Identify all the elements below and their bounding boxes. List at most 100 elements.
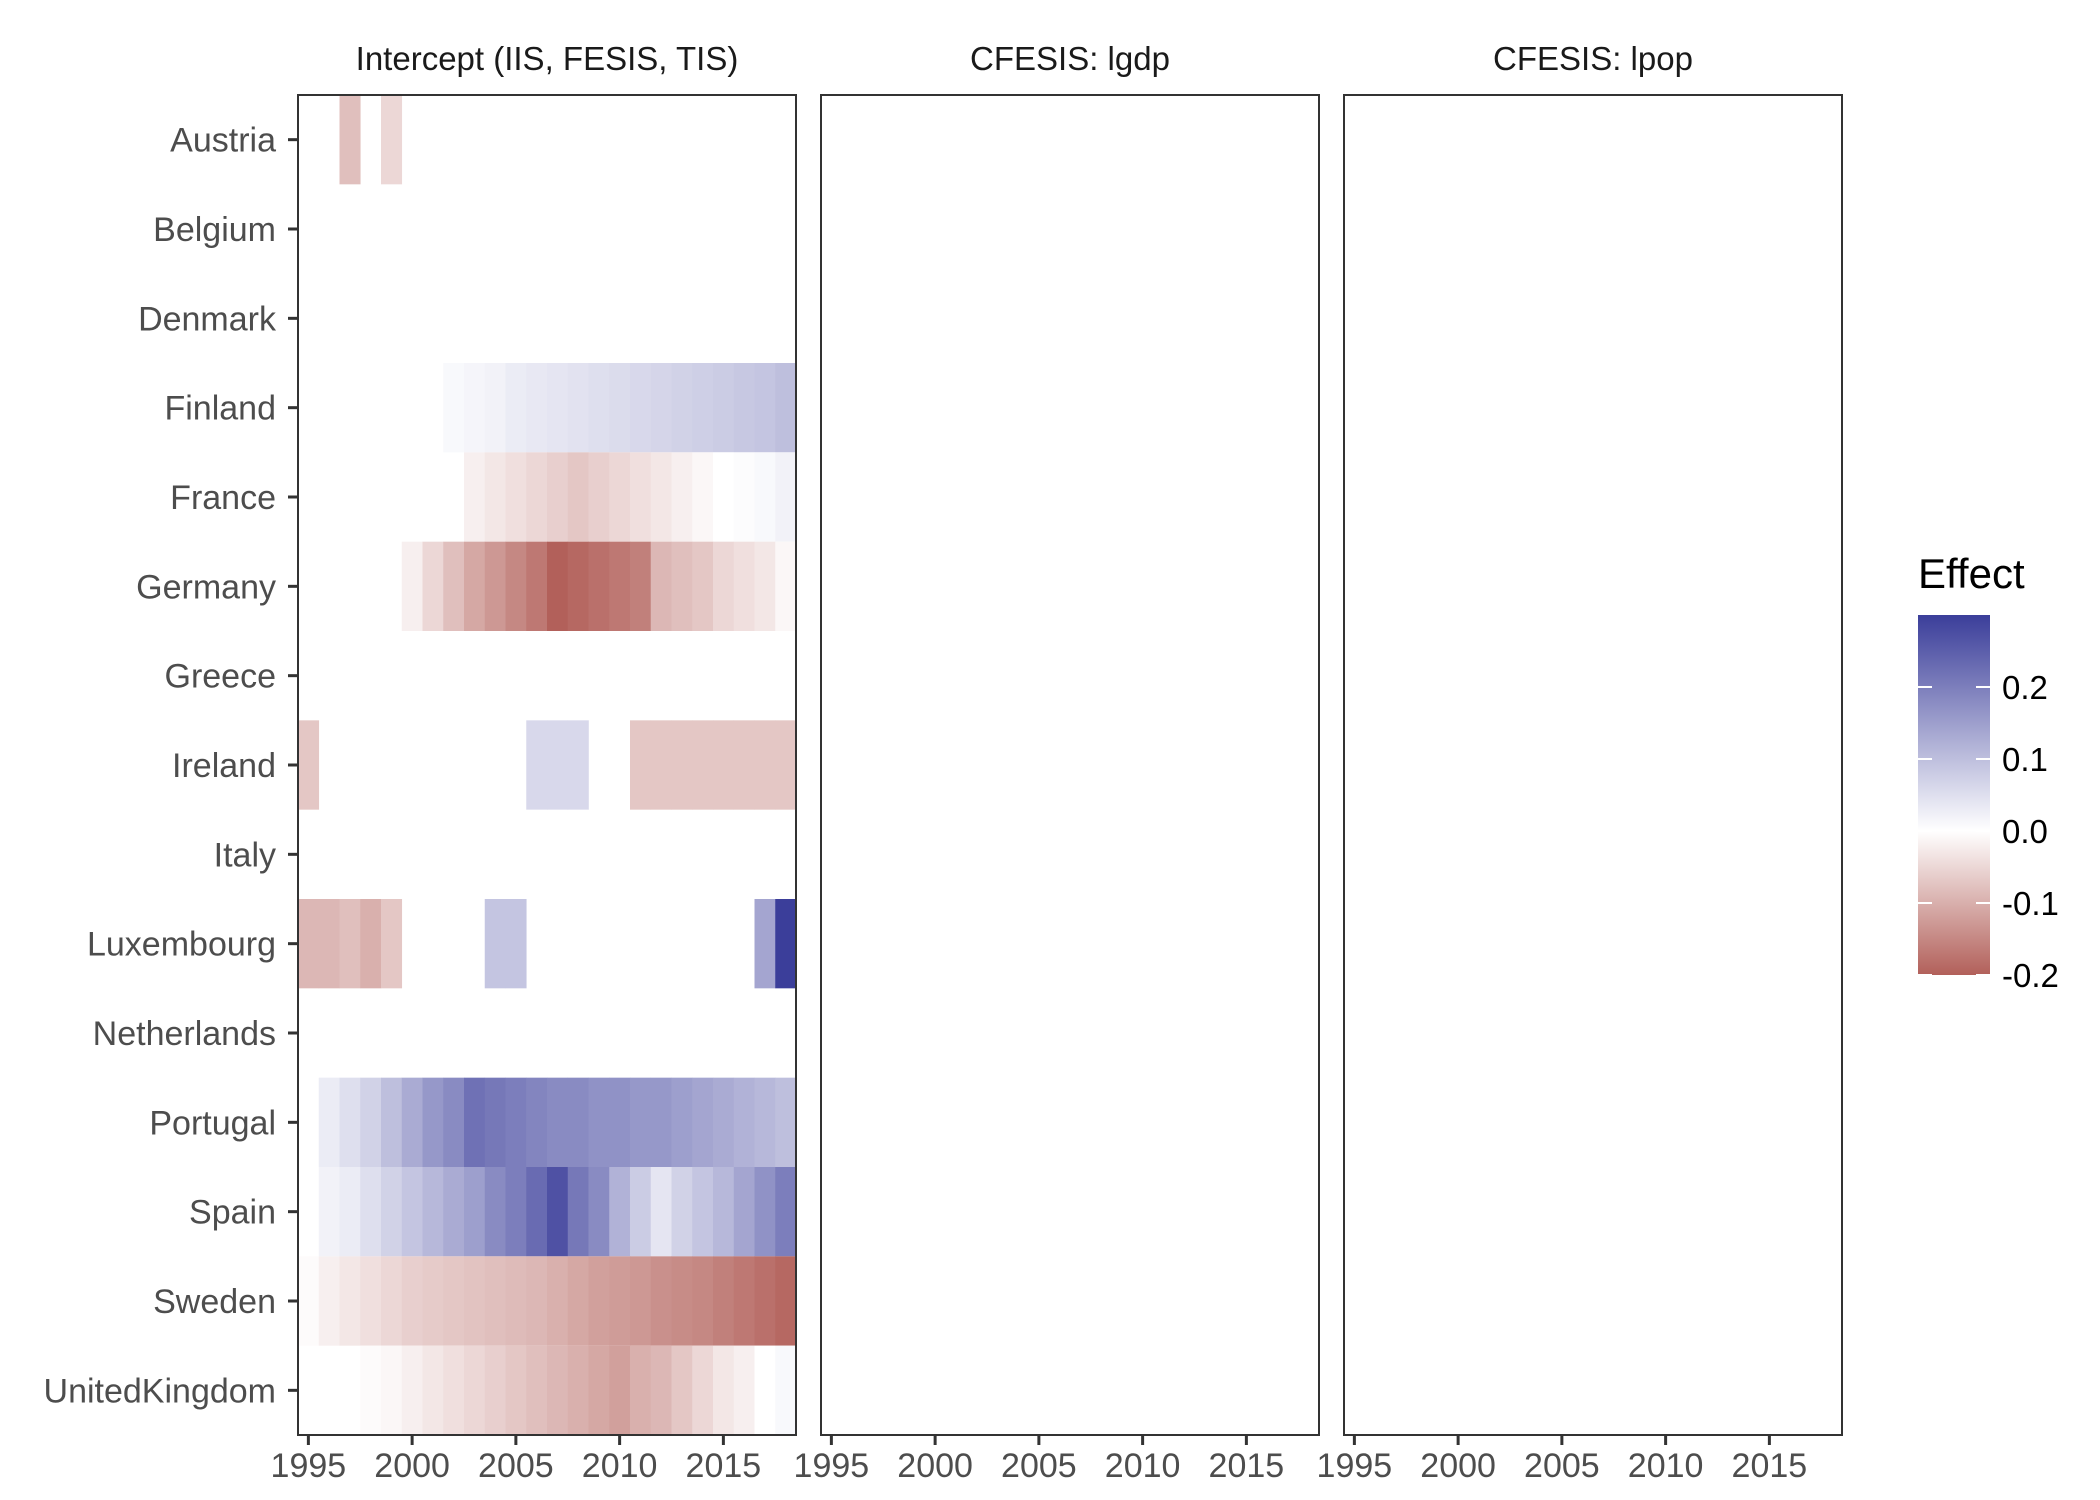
heatmap-cell — [422, 1167, 444, 1257]
heatmap-cell — [443, 1167, 465, 1257]
heatmap-cell — [484, 899, 506, 989]
heatmap-cell — [484, 363, 506, 453]
heatmap-cell — [381, 1167, 403, 1257]
heatmap-cell — [422, 1077, 444, 1167]
heatmap-cell — [733, 1167, 755, 1257]
heatmap-cell — [630, 541, 652, 631]
y-tick-label: Austria — [170, 122, 276, 160]
heatmap-cell — [422, 541, 444, 631]
heatmap-cell — [671, 1167, 693, 1257]
heatmap-cell — [692, 452, 714, 542]
legend-tick-label: -0.1 — [2002, 885, 2059, 922]
x-tick-label: 2005 — [1001, 1447, 1077, 1485]
heatmap-cell — [630, 1345, 652, 1435]
heatmap-cell — [422, 1256, 444, 1346]
heatmap-cell — [526, 1167, 548, 1257]
heatmap-cell — [401, 541, 423, 631]
heatmap-cell — [526, 1345, 548, 1435]
y-tick-label: Netherlands — [93, 1015, 276, 1053]
x-tick-label: 1995 — [271, 1447, 347, 1485]
x-tick-label: 2000 — [1420, 1447, 1496, 1485]
heatmap-cell — [733, 541, 755, 631]
heatmap-cell — [443, 1345, 465, 1435]
heatmap-cell — [567, 541, 589, 631]
facet-title: CFESIS: lgdp — [970, 40, 1170, 77]
heatmap-cell — [464, 541, 486, 631]
heatmap-cell — [298, 1256, 320, 1346]
heatmap-cell — [360, 1077, 382, 1167]
heatmap-cell — [609, 1345, 631, 1435]
heatmap-cell — [775, 899, 797, 989]
facet-title: Intercept (IIS, FESIS, TIS) — [356, 40, 739, 77]
heatmap-cell — [422, 1345, 444, 1435]
panel-border — [297, 94, 797, 1436]
heatmap-cell — [505, 1345, 527, 1435]
x-tick-label: 2005 — [478, 1447, 554, 1485]
heatmap-cell — [733, 1345, 755, 1435]
heatmap-cell — [547, 1256, 569, 1346]
heatmap-cell — [671, 1256, 693, 1346]
heatmap-cell — [713, 452, 735, 542]
heatmap-cell — [609, 1167, 631, 1257]
x-tick-label: 2000 — [897, 1447, 973, 1485]
heatmap-cell — [505, 1167, 527, 1257]
heatmap-cell — [298, 899, 320, 989]
heatmap-cell — [671, 1345, 693, 1435]
heatmap-cell — [671, 363, 693, 453]
heatmap-cell — [713, 1256, 735, 1346]
heatmap-cell — [692, 541, 714, 631]
y-tick-label: Ireland — [172, 747, 276, 785]
heatmap-cell — [567, 363, 589, 453]
heatmap-cell — [588, 1345, 610, 1435]
heatmap-cell — [526, 1077, 548, 1167]
heatmap-cell — [443, 1077, 465, 1167]
y-tick-label: Luxembourg — [87, 926, 276, 964]
heatmap-cell — [754, 1345, 776, 1435]
heatmap-cell — [547, 720, 569, 810]
facet-panel: Intercept (IIS, FESIS, TIS) 1995 2000 2005 2… — [271, 40, 797, 1485]
heatmap-cell — [567, 1167, 589, 1257]
heatmap-cell — [609, 1256, 631, 1346]
heatmap-cell — [484, 452, 506, 542]
x-tick-label: 1995 — [794, 1447, 870, 1485]
heatmap-cell — [401, 1167, 423, 1257]
heatmap-cell — [547, 1345, 569, 1435]
heatmap-cell — [630, 363, 652, 453]
facet-panel: CFESIS: lpop 1995 2000 2005 2010 2015 — [1317, 40, 1843, 1485]
heatmap-cell — [775, 1077, 797, 1167]
facet-panel: CFESIS: lgdp 1995 2000 2005 2010 2015 — [794, 40, 1320, 1485]
heatmap-cell — [754, 1167, 776, 1257]
heatmap-cell — [650, 1345, 672, 1435]
x-tick-label: 2005 — [1524, 1447, 1600, 1485]
heatmap-cell — [526, 1256, 548, 1346]
heatmap-cell — [464, 1345, 486, 1435]
heatmap-cell — [733, 1077, 755, 1167]
heatmap-cell — [713, 363, 735, 453]
heatmap-cell — [775, 363, 797, 453]
legend: Effect 0.2 0.1 0.0 -0.1 -0.2 — [1918, 550, 2059, 994]
x-tick-label: 2015 — [1732, 1447, 1808, 1485]
heatmap-cell — [505, 899, 527, 989]
legend-tick-label: 0.2 — [2002, 669, 2048, 706]
heatmap-cell — [360, 1167, 382, 1257]
heatmap-cell — [318, 1167, 340, 1257]
heatmap-cell — [692, 363, 714, 453]
heatmap-cell — [298, 720, 320, 810]
heatmap-cell — [713, 1345, 735, 1435]
heatmap-cell — [381, 899, 403, 989]
heatmap-cell — [650, 363, 672, 453]
heatmap-cell — [671, 720, 693, 810]
heatmap-cell — [692, 1256, 714, 1346]
heatmap-cell — [381, 95, 403, 185]
heatmap-cell — [464, 1256, 486, 1346]
heatmap-cell — [671, 1077, 693, 1167]
heatmap-cell — [671, 541, 693, 631]
legend-tick-label: 0.1 — [2002, 741, 2048, 778]
x-tick-label: 2015 — [686, 1447, 762, 1485]
heatmap-cell — [630, 720, 652, 810]
facet-title: CFESIS: lpop — [1493, 40, 1693, 77]
heatmap-cell — [588, 541, 610, 631]
x-tick-label: 2010 — [1628, 1447, 1704, 1485]
y-tick-label: Greece — [165, 658, 277, 696]
heatmap-cell — [401, 1345, 423, 1435]
